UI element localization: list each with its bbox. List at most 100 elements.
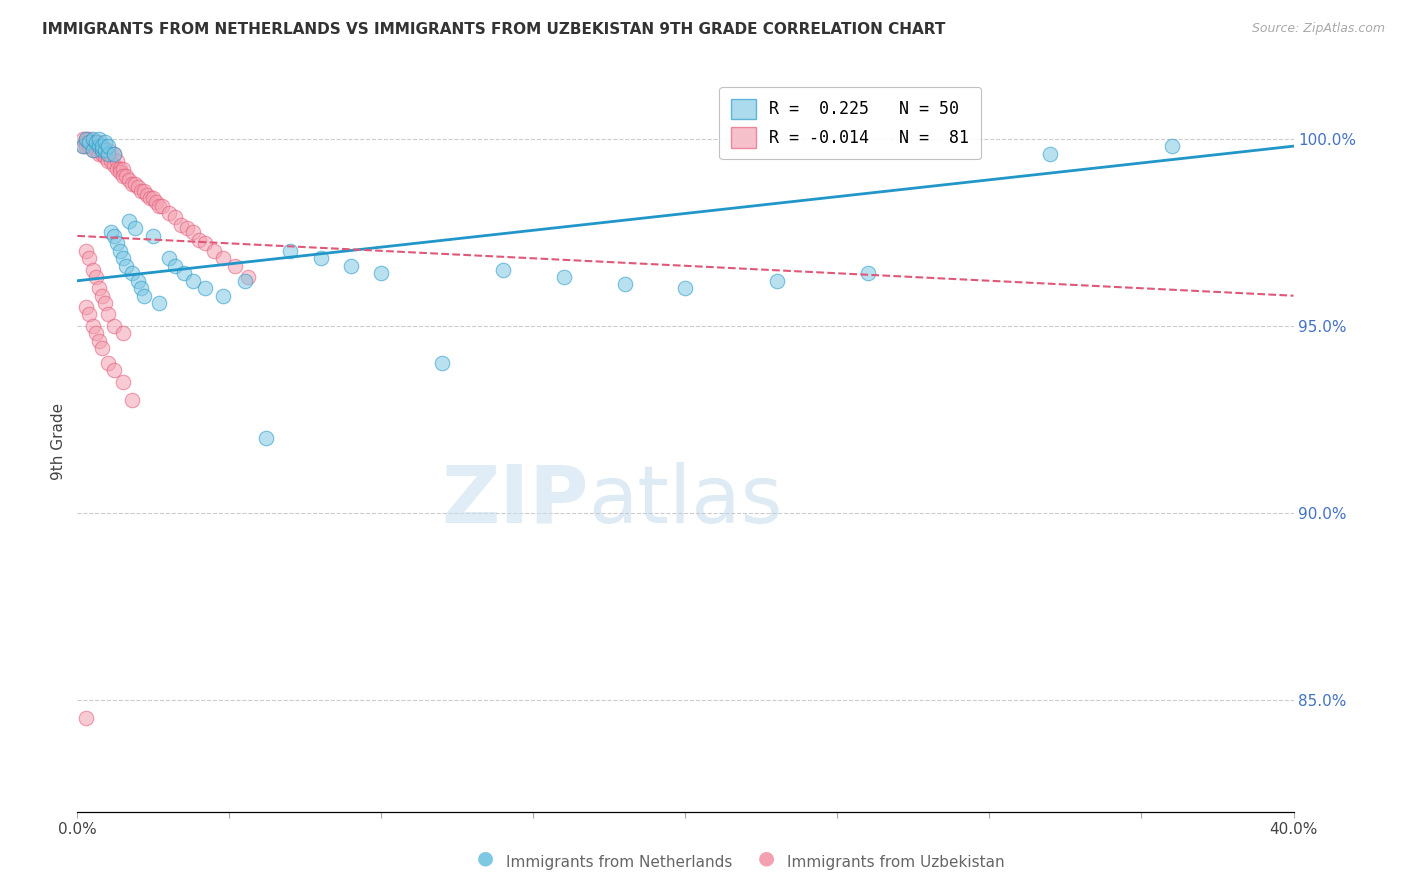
Point — [93, 143, 115, 157]
Point — [90, 143, 112, 157]
Point — [254, 431, 277, 445]
Point — [100, 154, 122, 169]
Point — [340, 259, 363, 273]
Point — [139, 192, 162, 206]
Point — [127, 180, 149, 194]
Point — [194, 236, 217, 251]
Point — [82, 262, 104, 277]
Point — [79, 136, 101, 150]
Point — [278, 244, 301, 258]
Point — [82, 143, 104, 157]
Point — [84, 139, 107, 153]
Point — [108, 165, 131, 179]
Point — [90, 289, 112, 303]
Point — [87, 281, 110, 295]
Point — [129, 184, 152, 198]
Text: Immigrants from Uzbekistan: Immigrants from Uzbekistan — [787, 855, 1005, 870]
Point — [553, 270, 575, 285]
Point — [124, 177, 146, 191]
Point — [108, 161, 131, 176]
Point — [75, 139, 97, 153]
Point — [856, 266, 879, 280]
Point — [75, 300, 97, 314]
Point — [75, 136, 97, 150]
Point — [152, 199, 174, 213]
Text: IMMIGRANTS FROM NETHERLANDS VS IMMIGRANTS FROM UZBEKISTAN 9TH GRADE CORRELATION : IMMIGRANTS FROM NETHERLANDS VS IMMIGRANT… — [42, 22, 946, 37]
Point — [157, 206, 180, 220]
Point — [82, 318, 104, 333]
Point — [163, 210, 186, 224]
Point — [233, 274, 256, 288]
Point — [432, 356, 454, 370]
Point — [90, 143, 112, 157]
Point — [134, 184, 156, 198]
Point — [111, 252, 134, 266]
Point — [121, 393, 143, 408]
Point — [194, 281, 217, 295]
Point — [142, 192, 165, 206]
Point — [87, 334, 110, 348]
Point — [90, 341, 112, 355]
Y-axis label: 9th Grade: 9th Grade — [51, 403, 66, 480]
Point — [75, 131, 97, 145]
Point — [84, 143, 107, 157]
Point — [97, 154, 120, 169]
Point — [103, 318, 125, 333]
Point — [82, 143, 104, 157]
Point — [492, 262, 515, 277]
Text: atlas: atlas — [588, 462, 783, 540]
Point — [93, 146, 115, 161]
Point — [103, 146, 125, 161]
Point — [79, 139, 101, 153]
Point — [108, 244, 131, 258]
Point — [72, 139, 94, 153]
Point — [148, 296, 170, 310]
Point — [87, 139, 110, 153]
Point — [1039, 146, 1062, 161]
Point — [79, 136, 101, 150]
Point — [87, 139, 110, 153]
Point — [134, 289, 156, 303]
Text: Source: ZipAtlas.com: Source: ZipAtlas.com — [1251, 22, 1385, 36]
Point — [111, 375, 134, 389]
Point — [100, 146, 122, 161]
Point — [163, 259, 186, 273]
Point — [72, 139, 94, 153]
Point — [136, 187, 159, 202]
Point — [124, 221, 146, 235]
Point — [115, 169, 138, 183]
Point — [97, 139, 120, 153]
Point — [72, 131, 94, 145]
Text: ZIP: ZIP — [441, 462, 588, 540]
Point — [212, 252, 235, 266]
Point — [212, 289, 235, 303]
Point — [97, 307, 120, 321]
Point — [224, 259, 246, 273]
Text: ●: ● — [758, 848, 775, 867]
Point — [84, 136, 107, 150]
Point — [79, 307, 101, 321]
Point — [93, 296, 115, 310]
Point — [129, 281, 152, 295]
Point — [82, 139, 104, 153]
Point — [170, 218, 193, 232]
Text: Immigrants from Netherlands: Immigrants from Netherlands — [506, 855, 733, 870]
Point — [105, 161, 128, 176]
Point — [75, 244, 97, 258]
Point — [142, 228, 165, 243]
Point — [97, 146, 120, 161]
Point — [121, 177, 143, 191]
Point — [370, 266, 392, 280]
Point — [145, 195, 167, 210]
Point — [84, 326, 107, 340]
Point — [103, 363, 125, 377]
Point — [111, 161, 134, 176]
Point — [90, 146, 112, 161]
Point — [90, 139, 112, 153]
Point — [121, 266, 143, 280]
Point — [111, 326, 134, 340]
Point — [97, 143, 120, 157]
Point — [82, 136, 104, 150]
Point — [765, 274, 787, 288]
Point — [111, 169, 134, 183]
